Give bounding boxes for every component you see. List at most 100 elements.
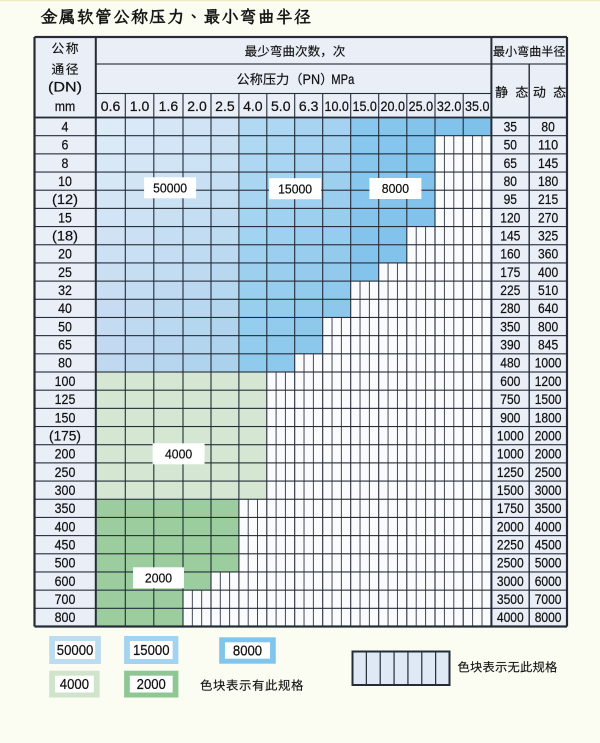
- svg-text:50000: 50000: [153, 180, 187, 195]
- svg-text:6000: 6000: [535, 573, 562, 589]
- svg-text:1750: 1750: [497, 500, 524, 516]
- svg-text:32.0: 32.0: [437, 99, 462, 114]
- svg-text:845: 845: [538, 337, 558, 353]
- svg-text:2.5: 2.5: [215, 99, 235, 114]
- svg-text:225: 225: [500, 282, 520, 298]
- svg-text:2000: 2000: [145, 570, 172, 585]
- svg-text:15000: 15000: [278, 181, 312, 196]
- svg-text:360: 360: [538, 246, 558, 262]
- svg-text:150: 150: [55, 409, 76, 425]
- svg-text:125: 125: [55, 391, 76, 407]
- svg-text:400: 400: [538, 264, 558, 280]
- svg-text:2000: 2000: [535, 446, 562, 462]
- svg-text:180: 180: [538, 173, 558, 189]
- svg-text:10.0: 10.0: [324, 99, 349, 114]
- svg-text:600: 600: [500, 373, 520, 389]
- svg-text:35: 35: [504, 118, 518, 134]
- svg-text:25.0: 25.0: [409, 99, 434, 114]
- svg-text:6.3: 6.3: [299, 99, 319, 114]
- svg-text:3500: 3500: [535, 500, 562, 516]
- svg-text:750: 750: [500, 391, 520, 407]
- svg-text:1500: 1500: [497, 482, 524, 498]
- svg-text:6: 6: [62, 137, 69, 153]
- svg-text:0.6: 0.6: [101, 99, 121, 114]
- svg-text:4000: 4000: [497, 609, 524, 625]
- svg-text:300: 300: [55, 482, 76, 498]
- svg-text:120: 120: [500, 209, 520, 225]
- svg-text:700: 700: [55, 591, 76, 607]
- svg-text:3500: 3500: [497, 591, 524, 607]
- svg-text:15: 15: [58, 209, 72, 225]
- svg-text:145: 145: [538, 155, 558, 171]
- svg-text:2000: 2000: [497, 518, 524, 534]
- svg-text:110: 110: [538, 137, 558, 153]
- svg-text:4000: 4000: [535, 518, 562, 534]
- svg-text:1000: 1000: [497, 446, 524, 462]
- svg-text:8000: 8000: [233, 644, 262, 660]
- svg-text:3000: 3000: [535, 482, 562, 498]
- svg-text:15.0: 15.0: [352, 99, 377, 114]
- svg-text:3000: 3000: [497, 573, 524, 589]
- svg-text:MPa: MPa: [331, 72, 354, 87]
- svg-text:325: 325: [538, 227, 558, 243]
- svg-text:215: 215: [538, 191, 558, 207]
- svg-text:80: 80: [504, 173, 518, 189]
- svg-text:mm: mm: [55, 99, 76, 114]
- svg-text:350: 350: [55, 500, 76, 516]
- svg-text:175: 175: [500, 264, 520, 280]
- svg-text:8000: 8000: [382, 181, 409, 196]
- svg-text:800: 800: [538, 318, 558, 334]
- svg-text:(12): (12): [52, 191, 78, 207]
- svg-text:2000: 2000: [137, 677, 166, 693]
- svg-text:350: 350: [500, 318, 520, 334]
- svg-text:510: 510: [538, 282, 558, 298]
- svg-text:15000: 15000: [133, 643, 170, 659]
- svg-text:450: 450: [55, 537, 76, 553]
- svg-text:1200: 1200: [535, 373, 562, 389]
- svg-text:1000: 1000: [497, 427, 524, 443]
- svg-text:65: 65: [504, 155, 518, 171]
- svg-text:1000: 1000: [535, 355, 562, 371]
- svg-text:10: 10: [58, 173, 72, 189]
- svg-text:25: 25: [58, 264, 72, 280]
- svg-text:95: 95: [504, 191, 518, 207]
- svg-text:50: 50: [58, 318, 72, 334]
- svg-text:(175): (175): [49, 427, 81, 443]
- svg-text:2500: 2500: [535, 464, 562, 480]
- svg-text:(DN): (DN): [48, 80, 82, 95]
- svg-text:2250: 2250: [497, 537, 524, 553]
- svg-text:20: 20: [58, 246, 72, 262]
- svg-text:100: 100: [55, 373, 76, 389]
- svg-text:2.0: 2.0: [187, 99, 207, 114]
- svg-text:400: 400: [55, 518, 76, 534]
- svg-text:40: 40: [58, 300, 72, 316]
- svg-text:32: 32: [58, 282, 72, 298]
- svg-text:200: 200: [55, 446, 76, 462]
- svg-text:65: 65: [58, 337, 72, 353]
- svg-text:900: 900: [500, 409, 520, 425]
- svg-text:80: 80: [58, 355, 72, 371]
- svg-text:270: 270: [538, 209, 558, 225]
- svg-text:4.0: 4.0: [243, 99, 263, 114]
- svg-text:800: 800: [55, 609, 76, 625]
- svg-text:500: 500: [55, 555, 76, 571]
- svg-text:4000: 4000: [165, 446, 192, 461]
- svg-text:4500: 4500: [535, 537, 562, 553]
- svg-text:80: 80: [541, 118, 555, 134]
- svg-text:640: 640: [538, 300, 558, 316]
- svg-text:480: 480: [500, 355, 520, 371]
- svg-text:600: 600: [55, 573, 76, 589]
- svg-text:1500: 1500: [535, 391, 562, 407]
- svg-text:PN: PN: [303, 72, 321, 87]
- svg-text:5000: 5000: [535, 555, 562, 571]
- svg-text:2000: 2000: [535, 427, 562, 443]
- svg-text:1.6: 1.6: [159, 99, 179, 114]
- svg-text:390: 390: [500, 337, 520, 353]
- svg-text:8000: 8000: [535, 609, 562, 625]
- svg-text:4000: 4000: [60, 677, 89, 693]
- svg-text:50000: 50000: [57, 643, 94, 659]
- svg-text:20.0: 20.0: [381, 99, 406, 114]
- svg-text:7000: 7000: [535, 591, 562, 607]
- svg-text:(18): (18): [52, 227, 78, 243]
- svg-text:250: 250: [55, 464, 76, 480]
